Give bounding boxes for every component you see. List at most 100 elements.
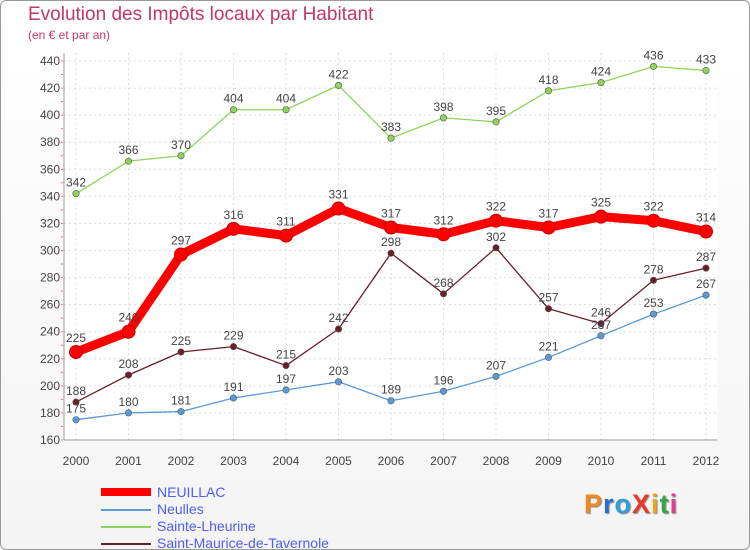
data-point (230, 394, 238, 402)
legend-swatch (101, 509, 151, 511)
x-tick-label: 2003 (220, 454, 247, 468)
data-point (384, 220, 398, 235)
data-point (125, 157, 133, 165)
data-point (334, 325, 342, 333)
data-label: 196 (433, 373, 453, 387)
y-tick-label: 200 (40, 379, 60, 393)
data-point (436, 227, 451, 242)
data-point (230, 343, 238, 351)
y-tick-label: 220 (40, 352, 60, 366)
data-point (177, 408, 185, 416)
x-tick-label: 2002 (168, 454, 195, 468)
data-point (69, 345, 83, 360)
data-point (331, 201, 346, 216)
legend-swatch (101, 543, 151, 545)
data-label: 395 (486, 104, 506, 118)
data-label: 312 (433, 213, 453, 227)
data-label: 181 (171, 394, 191, 408)
data-point (492, 244, 500, 252)
data-label: 189 (381, 383, 401, 397)
data-point (72, 190, 80, 198)
data-label: 322 (486, 200, 506, 214)
data-label: 225 (171, 334, 191, 348)
data-label: 207 (486, 358, 506, 372)
legend-label: Saint-Maurice-de-Tavernole (157, 535, 329, 550)
data-label: 229 (223, 329, 243, 343)
legend-swatch (101, 526, 151, 528)
y-tick-label: 320 (40, 216, 60, 230)
data-label: 180 (118, 395, 138, 409)
data-label: 314 (696, 211, 716, 225)
data-point (439, 290, 447, 298)
data-label: 418 (538, 73, 558, 87)
data-label: 242 (328, 311, 348, 325)
data-label: 297 (171, 234, 191, 248)
data-point (649, 62, 657, 70)
x-tick-label: 2010 (588, 454, 615, 468)
data-point (282, 106, 290, 114)
x-tick-label: 2001 (115, 454, 142, 468)
y-tick-label: 340 (40, 189, 60, 203)
data-point (541, 220, 556, 235)
data-point (72, 416, 80, 424)
data-label: 316 (223, 208, 243, 222)
chart-subtitle: (en € et par an) (28, 28, 111, 42)
data-label: 298 (381, 235, 401, 249)
data-point (489, 213, 503, 228)
data-label: 267 (696, 277, 716, 291)
data-label: 317 (538, 206, 558, 220)
data-point (174, 247, 188, 262)
data-label: 366 (118, 143, 138, 157)
data-point (282, 386, 290, 394)
data-label: 370 (171, 138, 191, 152)
x-tick-label: 2008 (483, 454, 510, 468)
x-tick-label: 2005 (325, 454, 352, 468)
x-tick-label: 2000 (63, 454, 90, 468)
data-label: 331 (328, 188, 348, 202)
x-tick-label: 2007 (430, 454, 457, 468)
data-point (544, 305, 552, 313)
data-label: 253 (643, 296, 663, 310)
data-label: 302 (486, 230, 506, 244)
data-point (492, 372, 500, 380)
data-label: 225 (66, 331, 86, 345)
data-label: 383 (381, 120, 401, 134)
data-point (387, 249, 395, 257)
data-label: 257 (538, 291, 558, 305)
x-tick-label: 2009 (535, 454, 562, 468)
y-tick-label: 240 (40, 325, 60, 339)
y-tick-label: 280 (40, 271, 60, 285)
data-point (282, 362, 290, 370)
legend-label: NEUILLAC (157, 484, 226, 500)
data-point (702, 66, 710, 74)
x-tick-label: 2011 (641, 454, 667, 468)
legend-label: Neulles (157, 501, 204, 517)
data-label: 221 (538, 339, 558, 353)
data-label: 246 (591, 306, 611, 320)
data-label: 311 (276, 215, 295, 229)
data-label: 278 (643, 262, 663, 276)
data-label: 240 (118, 311, 138, 325)
data-point (334, 81, 342, 89)
y-tick-label: 260 (40, 298, 60, 312)
data-point (72, 398, 80, 406)
legend-swatch (101, 488, 151, 496)
data-point (334, 378, 342, 386)
data-label: 237 (591, 318, 611, 332)
data-point (649, 310, 657, 318)
data-label: 404 (223, 92, 243, 106)
data-point (177, 348, 185, 356)
y-tick-label: 300 (40, 244, 60, 258)
data-point (702, 264, 710, 272)
data-label: 424 (591, 65, 611, 79)
data-label: 188 (66, 384, 86, 398)
data-label: 422 (328, 67, 348, 81)
data-point (702, 291, 710, 299)
data-label: 203 (328, 364, 348, 378)
data-point (279, 228, 293, 243)
data-label: 197 (276, 372, 296, 386)
data-label: 215 (276, 348, 296, 362)
data-label: 317 (381, 206, 401, 220)
